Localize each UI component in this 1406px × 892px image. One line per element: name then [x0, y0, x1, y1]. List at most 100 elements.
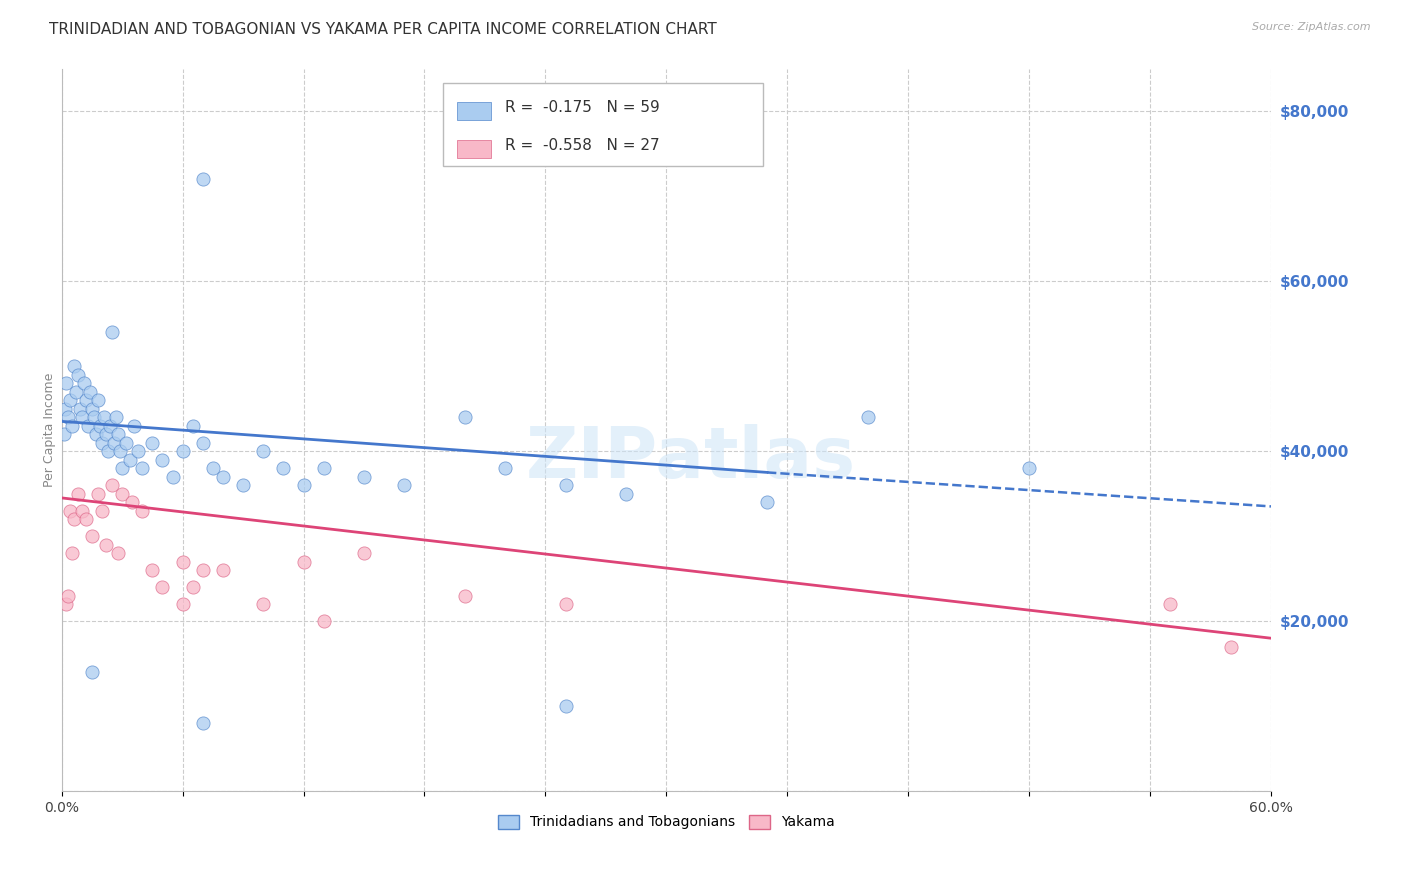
- Point: [1018, 461, 1040, 475]
- Point: [292, 478, 315, 492]
- Point: [94, 427, 117, 442]
- Point: [91, 504, 114, 518]
- FancyBboxPatch shape: [457, 103, 491, 120]
- Point: [75, 512, 97, 526]
- Point: [91, 435, 114, 450]
- Text: Source: ZipAtlas.com: Source: ZipAtlas.com: [1253, 22, 1371, 32]
- Point: [131, 461, 153, 475]
- Point: [66, 486, 89, 500]
- Point: [181, 418, 204, 433]
- Point: [89, 418, 111, 433]
- Point: [101, 478, 124, 492]
- Point: [97, 444, 120, 458]
- Point: [353, 546, 375, 560]
- Point: [312, 614, 335, 628]
- Point: [93, 410, 115, 425]
- Point: [152, 580, 174, 594]
- Point: [73, 376, 96, 391]
- Point: [191, 435, 214, 450]
- Point: [98, 418, 121, 433]
- Point: [121, 495, 143, 509]
- Point: [60, 546, 83, 560]
- Text: R =  -0.558   N = 27: R = -0.558 N = 27: [506, 137, 661, 153]
- Point: [107, 546, 129, 560]
- Point: [454, 589, 477, 603]
- Text: TRINIDADIAN AND TOBAGONIAN VS YAKAMA PER CAPITA INCOME CORRELATION CHART: TRINIDADIAN AND TOBAGONIAN VS YAKAMA PER…: [49, 22, 717, 37]
- Point: [554, 597, 576, 611]
- Point: [55, 597, 77, 611]
- Point: [53, 401, 76, 416]
- Point: [80, 665, 103, 680]
- Point: [127, 444, 149, 458]
- Point: [273, 461, 295, 475]
- Point: [55, 376, 77, 391]
- Point: [77, 418, 100, 433]
- Point: [172, 555, 194, 569]
- Point: [101, 325, 124, 339]
- Point: [87, 486, 110, 500]
- Point: [122, 418, 145, 433]
- Point: [52, 427, 75, 442]
- Point: [70, 410, 93, 425]
- Point: [152, 452, 174, 467]
- Point: [232, 478, 254, 492]
- Point: [94, 538, 117, 552]
- Point: [83, 410, 105, 425]
- FancyBboxPatch shape: [443, 83, 763, 166]
- Point: [494, 461, 516, 475]
- Point: [103, 435, 125, 450]
- Text: R =  -0.175   N = 59: R = -0.175 N = 59: [506, 101, 661, 115]
- Point: [60, 418, 83, 433]
- Point: [111, 486, 134, 500]
- Point: [75, 393, 97, 408]
- Point: [87, 393, 110, 408]
- Point: [70, 504, 93, 518]
- Point: [62, 359, 84, 373]
- Point: [394, 478, 416, 492]
- Point: [108, 444, 131, 458]
- Point: [172, 444, 194, 458]
- Point: [56, 410, 79, 425]
- Point: [115, 435, 138, 450]
- Point: [181, 580, 204, 594]
- Point: [312, 461, 335, 475]
- Point: [554, 478, 576, 492]
- Legend: Trinidadians and Tobagonians, Yakama: Trinidadians and Tobagonians, Yakama: [492, 809, 841, 835]
- Point: [69, 401, 91, 416]
- Point: [191, 716, 214, 731]
- Point: [59, 393, 82, 408]
- Point: [454, 410, 477, 425]
- Point: [141, 435, 163, 450]
- Point: [105, 410, 128, 425]
- Point: [79, 384, 101, 399]
- Point: [107, 427, 129, 442]
- Point: [201, 461, 224, 475]
- Point: [66, 368, 89, 382]
- Point: [212, 563, 235, 577]
- Point: [120, 452, 142, 467]
- Point: [191, 172, 214, 186]
- Point: [353, 469, 375, 483]
- Point: [56, 589, 79, 603]
- Point: [65, 384, 87, 399]
- Point: [141, 563, 163, 577]
- Point: [1159, 597, 1181, 611]
- Point: [292, 555, 315, 569]
- Point: [191, 563, 214, 577]
- Point: [614, 486, 637, 500]
- Point: [252, 597, 274, 611]
- Point: [62, 512, 84, 526]
- Point: [80, 401, 103, 416]
- Point: [131, 504, 153, 518]
- Point: [856, 410, 879, 425]
- Point: [252, 444, 274, 458]
- Point: [756, 495, 779, 509]
- Point: [212, 469, 235, 483]
- Point: [84, 427, 107, 442]
- Point: [554, 699, 576, 714]
- Point: [1219, 640, 1241, 654]
- Point: [162, 469, 184, 483]
- Point: [59, 504, 82, 518]
- Y-axis label: Per Capita Income: Per Capita Income: [44, 373, 56, 487]
- Point: [172, 597, 194, 611]
